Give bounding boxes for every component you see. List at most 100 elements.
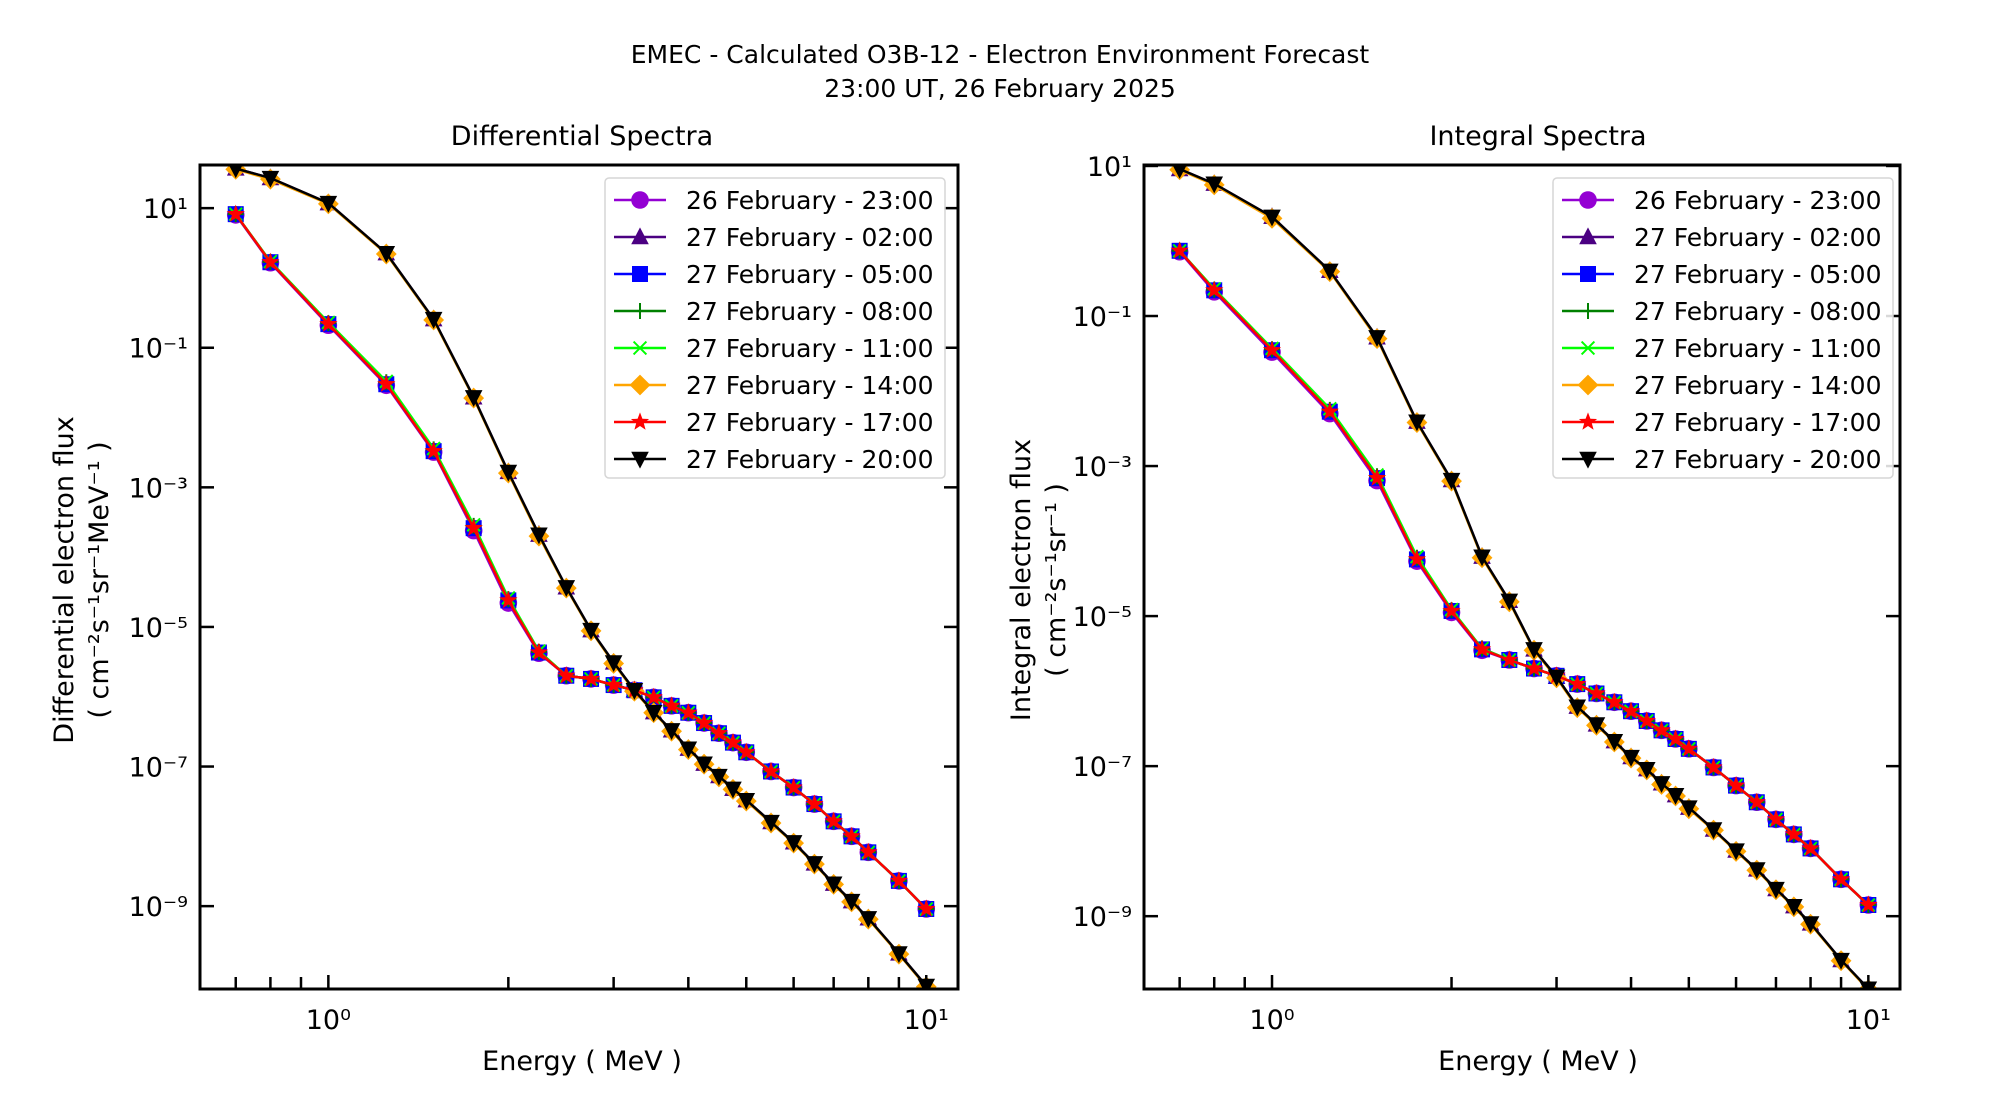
integral-plot-area: [1169, 165, 1879, 989]
integral-y-axis-label-line2: ( cm⁻²s⁻¹sr⁻¹ ): [1041, 483, 1072, 677]
legend-label: 27 February - 11:00: [1634, 334, 1882, 363]
legend-item: 26 February - 23:00: [1562, 186, 1882, 215]
data-point: [1442, 601, 1461, 619]
legend-item: 26 February - 23:00: [614, 186, 934, 215]
legend-marker: [631, 227, 649, 245]
data-point: [261, 252, 280, 270]
data-point: [1368, 330, 1386, 347]
data-point: [1726, 776, 1746, 794]
y-tick-label: 10⁻⁵: [129, 613, 188, 644]
legend-label: 27 February - 17:00: [1634, 408, 1882, 437]
data-point: [557, 580, 576, 597]
data-point: [228, 165, 243, 179]
legend-item: 27 February - 14:00: [614, 371, 934, 400]
data-point: [679, 741, 698, 759]
x-tick-label: 10⁰: [306, 1005, 351, 1036]
y-tick-label: 10¹: [1087, 152, 1132, 183]
data-point: [662, 723, 681, 740]
legend-marker: [630, 412, 650, 430]
legend-item: 27 February - 11:00: [614, 334, 934, 363]
y-tick-label: 10⁻¹: [129, 334, 188, 365]
differential-y-axis-label-line2: ( cm⁻²s⁻¹sr⁻¹MeV⁻¹ ): [84, 441, 115, 718]
data-point: [377, 374, 396, 392]
data-point: [1679, 739, 1698, 757]
data-point: [1801, 916, 1820, 934]
data-point: [1262, 340, 1282, 358]
data-point: [710, 768, 728, 786]
integral-axes-frame: [1142, 163, 1902, 991]
differential-x-axis-label: Energy ( MeV ): [482, 1046, 682, 1077]
legend-item: 27 February - 02:00: [614, 223, 934, 252]
series-7: [228, 165, 936, 989]
legend-marker: [632, 266, 648, 282]
data-point: [694, 713, 714, 731]
data-point: [1785, 898, 1803, 916]
legend-item: 27 February - 11:00: [1562, 334, 1882, 363]
data-point: [464, 390, 483, 407]
data-point: [1442, 472, 1461, 490]
data-point: [1727, 843, 1745, 861]
data-point: [1172, 165, 1187, 179]
data-point: [917, 899, 936, 917]
data-point: [581, 669, 601, 687]
legend-label: 27 February - 08:00: [686, 297, 934, 326]
x-tick-label: 10¹: [904, 1005, 949, 1036]
data-point: [604, 655, 623, 673]
integral-y-axis-label-line1: Integral electron flux: [1006, 439, 1037, 721]
legend-item: 27 February - 08:00: [1562, 297, 1882, 326]
legend-label: 27 February - 14:00: [686, 371, 934, 400]
data-point: [662, 696, 681, 714]
data-point: [1524, 658, 1544, 677]
data-point: [762, 814, 780, 832]
data-point: [424, 441, 443, 459]
data-point: [859, 911, 878, 928]
data-point: [1500, 650, 1519, 668]
y-tick-label: 10⁻⁹: [129, 892, 188, 923]
data-point: [1747, 862, 1766, 880]
differential-axis-ticks: 10⁰ 10¹ 10¹ 10⁻¹ 10⁻³ 10⁻⁵ 10⁻⁷ 10⁻⁹: [129, 194, 958, 1036]
data-point: [737, 742, 756, 761]
legend-item: 27 February - 08:00: [614, 297, 934, 326]
data-point: [1170, 241, 1189, 259]
integral-panel-title: Integral Spectra: [1429, 121, 1646, 152]
data-point: [805, 794, 824, 812]
legend-marker: [1579, 451, 1597, 469]
data-point: [1472, 639, 1492, 658]
legend-label: 27 February - 02:00: [1634, 223, 1882, 252]
data-point: [679, 703, 698, 721]
data-point: [889, 871, 908, 889]
data-point: [709, 723, 728, 741]
data-point: [1367, 468, 1387, 486]
data-point: [1473, 549, 1491, 567]
legend-marker: [629, 374, 651, 396]
data-point: [644, 705, 663, 722]
integral-spectra-panel: Integral Spectra 10⁰ 10¹10¹10⁻¹10⁻³10⁻⁵10…: [1006, 121, 1902, 1077]
data-point: [1680, 800, 1698, 818]
y-tick-label: 10⁻³: [129, 473, 188, 504]
x-tick-label: 10¹: [1846, 1005, 1891, 1036]
data-point: [1859, 895, 1878, 913]
y-tick-label: 10⁻¹: [1073, 302, 1132, 333]
data-point: [1766, 809, 1786, 828]
differential-spectra-panel: Differential Spectra 10⁰ 10¹10¹10⁻¹10⁻³10…: [49, 121, 960, 1077]
legend-label: 27 February - 02:00: [686, 223, 934, 252]
legend-label: 27 February - 05:00: [1634, 260, 1882, 289]
legend-item: 27 February - 05:00: [1562, 260, 1882, 289]
data-point: [1652, 776, 1671, 793]
data-point: [1407, 549, 1427, 568]
data-point: [319, 314, 338, 332]
data-point: [377, 246, 396, 263]
data-point: [1621, 701, 1641, 719]
differential-axes-frame: [198, 163, 960, 991]
data-point: [1321, 263, 1339, 281]
data-point: [1568, 699, 1587, 717]
data-point: [499, 590, 518, 609]
legend-marker: [631, 191, 649, 209]
data-point: [1525, 642, 1543, 659]
data-point: [530, 527, 548, 545]
legend-item: 27 February - 17:00: [1562, 408, 1882, 437]
integral-x-axis-label: Energy ( MeV ): [1438, 1046, 1638, 1077]
data-point: [1704, 757, 1723, 776]
data-point: [319, 195, 338, 213]
data-point: [464, 518, 483, 536]
